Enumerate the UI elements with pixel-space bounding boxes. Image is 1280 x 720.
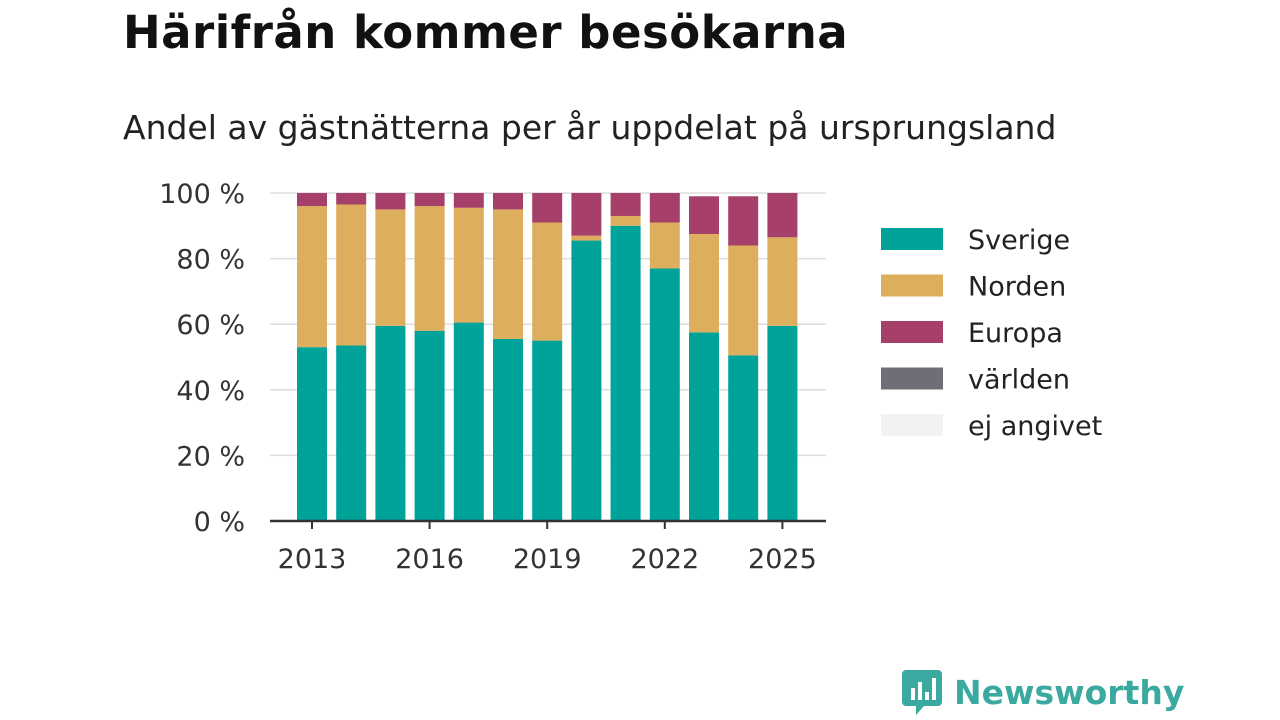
bar-segment: [532, 222, 563, 341]
bar-segment: [728, 355, 759, 521]
legend-label: Europa: [968, 318, 1063, 349]
bar-segment: [649, 268, 680, 521]
bar-segment: [571, 235, 602, 241]
bar-segment: [767, 193, 798, 238]
bar-segment: [610, 225, 641, 522]
legend-swatch: [881, 274, 943, 297]
bar-segment: [414, 206, 445, 331]
bar-segment: [532, 193, 563, 223]
bar-segment: [336, 204, 367, 346]
bar-segment: [649, 222, 680, 269]
x-tick-label: 2013: [278, 544, 347, 575]
x-tick-label: 2019: [513, 544, 582, 575]
chart-title: Härifrån kommer besökarna: [123, 6, 849, 59]
bar-segment: [493, 209, 523, 339]
legend-swatch: [881, 321, 943, 343]
brand-name: Newsworthy: [954, 672, 1185, 712]
bar-segment: [689, 196, 719, 234]
x-tick-label: 2022: [630, 544, 699, 575]
bar-segment: [414, 330, 445, 521]
bar-segment: [610, 193, 641, 216]
bar-segment: [689, 234, 719, 333]
bar-segment: [453, 207, 484, 323]
bar-segment: [297, 347, 327, 521]
bar-segment: [297, 206, 327, 348]
bar-segment: [767, 237, 798, 326]
bar-segment: [571, 193, 602, 236]
legend-label: Norden: [968, 272, 1066, 303]
bar-segment: [649, 193, 680, 223]
bar-segment: [297, 193, 327, 207]
legend-label: Sverige: [968, 225, 1070, 256]
legend-swatch: [881, 228, 943, 250]
y-tick-label: 40 %: [176, 376, 245, 407]
bar-segment: [493, 193, 523, 210]
bar-segment: [453, 322, 484, 521]
x-tick-label: 2016: [395, 544, 464, 575]
legend-swatch: [881, 367, 943, 390]
bar-segment: [414, 193, 445, 207]
bar-segment: [689, 332, 719, 521]
bar-segment: [532, 340, 563, 521]
bar-segment: [453, 193, 484, 208]
bar-segment: [375, 325, 406, 521]
bar-segment: [767, 325, 798, 521]
bar-segment: [336, 345, 367, 521]
bar-segment: [493, 338, 523, 521]
x-tick-label: 2025: [748, 544, 817, 575]
newsworthy-logo-icon: [902, 670, 942, 715]
y-tick-label: 80 %: [176, 245, 245, 276]
bar-segment: [375, 193, 406, 210]
y-tick-label: 60 %: [176, 310, 245, 341]
y-tick-label: 0 %: [194, 507, 245, 538]
y-tick-label: 20 %: [176, 441, 245, 472]
bar-segment: [336, 193, 367, 205]
bar-segment: [571, 240, 602, 521]
chart-subtitle: Andel av gästnätterna per år uppdelat på…: [123, 108, 1057, 147]
bar-segment: [728, 245, 759, 356]
bar-segment: [375, 209, 406, 326]
legend-label: världen: [968, 365, 1070, 396]
legend-label: ej angivet: [968, 411, 1102, 442]
bar-segment: [728, 196, 759, 246]
brand: Newsworthy: [902, 668, 1184, 716]
y-tick-label: 100 %: [159, 179, 245, 210]
bar-segment: [610, 215, 641, 226]
legend-swatch: [881, 414, 943, 436]
